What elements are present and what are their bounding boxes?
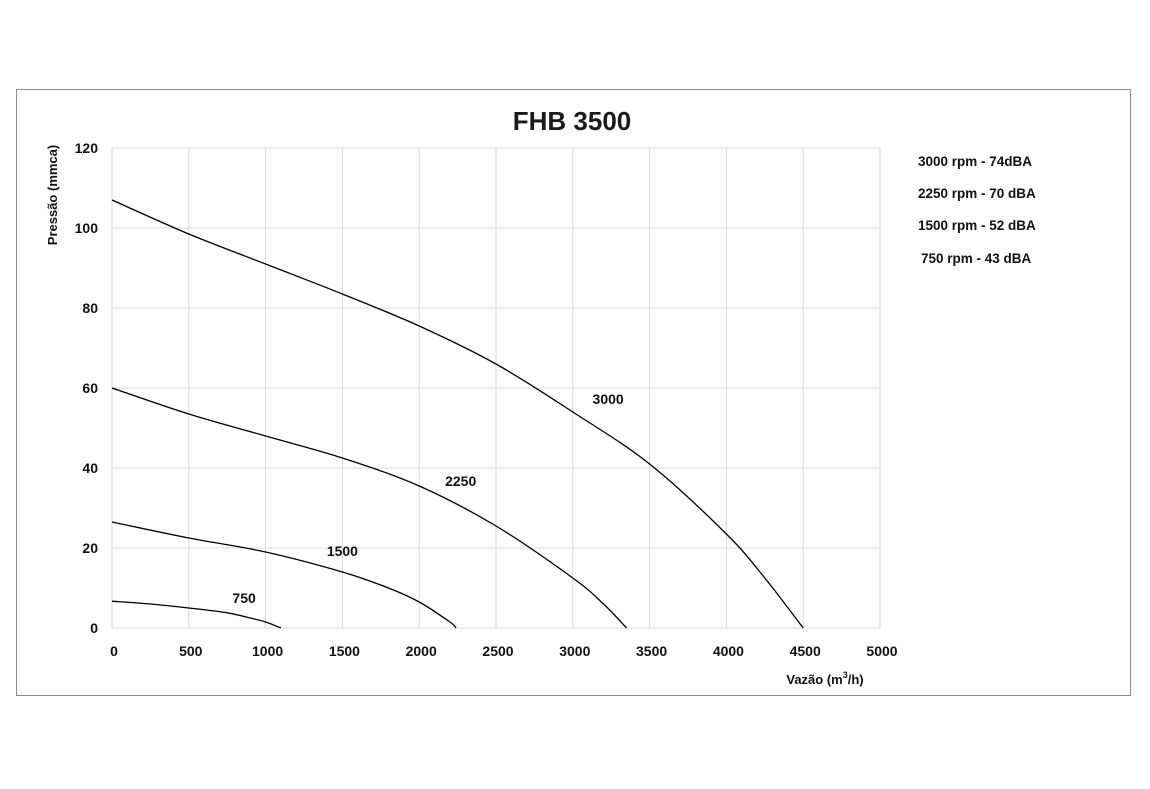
curve-label-3000: 3000 [593,391,624,407]
x-tick-label: 3500 [636,643,667,659]
x-tick-label: 4500 [790,643,821,659]
curve-1500-rpm [111,521,457,629]
x-tick-label: 0 [110,643,118,659]
y-tick-label: 40 [82,460,98,476]
gridlines [111,147,881,629]
y-tick-label: 0 [90,620,98,636]
legend: 3000 rpm - 74dBA 2250 rpm - 70 dBA 1500 … [918,154,1036,266]
y-tick-label: 80 [82,300,98,316]
y-tick-label: 120 [75,140,99,156]
y-tick-label: 60 [82,380,98,396]
curve-2250-rpm [111,387,628,629]
x-tick-label: 3000 [559,643,590,659]
x-tick-label: 1500 [329,643,360,659]
x-tick-label: 4000 [713,643,744,659]
x-tick-label: 500 [179,643,203,659]
x-tick-label: 5000 [866,643,897,659]
legend-item-2250: 2250 rpm - 70 dBA [918,186,1036,201]
legend-item-1500: 1500 rpm - 52 dBA [918,218,1036,233]
performance-curves [111,199,804,629]
legend-item-3000: 3000 rpm - 74dBA [918,154,1032,169]
curve-label-2250: 2250 [445,473,476,489]
x-axis-label: Vazão (m3/h) [786,670,863,687]
x-axis-label-main: Vazão (m [786,672,842,687]
y-tick-label: 100 [75,220,99,236]
legend-item-750: 750 rpm - 43 dBA [921,251,1032,266]
x-axis-label-unit: /h) [848,672,864,687]
curve-3000-rpm [111,199,804,629]
x-tick-label: 1000 [252,643,283,659]
x-tick-label: 2500 [482,643,513,659]
chart-frame: 3000 2250 1500 750 0 500 1000 1500 2000 2500 3000… [16,89,1131,696]
x-tick-label: 2000 [406,643,437,659]
x-axis-label-superscript: 3 [843,670,848,680]
y-tick-label: 20 [82,540,98,556]
curve-labels: 3000 2250 1500 750 [232,391,623,606]
curve-label-750: 750 [232,590,256,606]
chart-title: FHB 3500 [513,106,632,136]
y-axis-label: Pressão (mmca) [45,145,60,245]
curve-750-rpm [111,600,282,629]
axis-ticks: 0 500 1000 1500 2000 2500 3000 3500 4000 4500 5000… [75,140,898,659]
curve-label-1500: 1500 [327,543,358,559]
